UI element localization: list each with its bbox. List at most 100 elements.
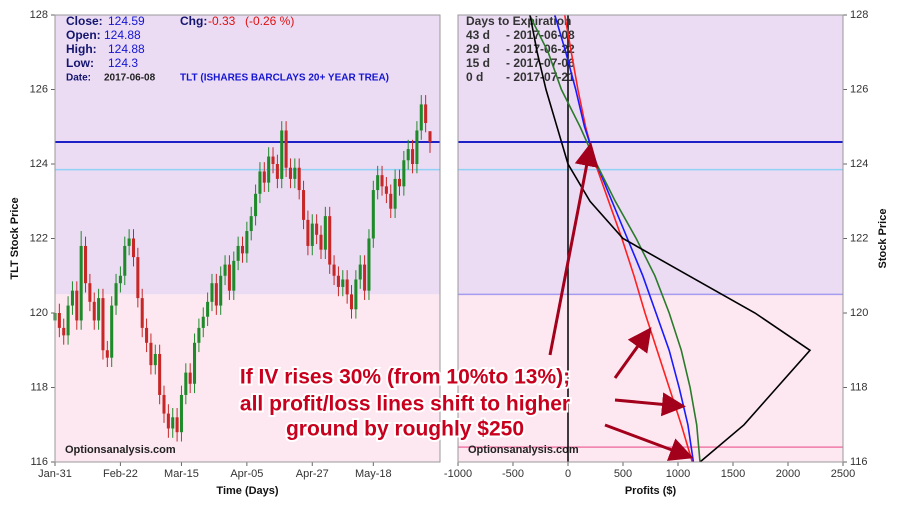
candle-body	[258, 171, 262, 194]
candle-body	[376, 175, 380, 191]
candle-body	[402, 160, 406, 187]
candle-body	[284, 130, 288, 168]
y-tick-label: 124	[30, 158, 48, 170]
candle-body	[223, 264, 227, 276]
legend-expiration: - 2017-06-22	[506, 42, 575, 56]
candle-body	[162, 394, 166, 414]
arrow	[548, 142, 599, 356]
x-tick-label: 2500	[831, 468, 855, 480]
candle-body	[319, 234, 323, 250]
candle-body	[297, 167, 301, 191]
candle-body	[75, 290, 79, 321]
x-tick-label: May-18	[355, 468, 392, 480]
candle-body	[341, 279, 345, 287]
candle-body	[188, 372, 192, 384]
candle-body	[363, 264, 367, 291]
x-tick-label: Feb-22	[103, 468, 138, 480]
profit-line	[563, 14, 694, 463]
x-tick-label: Jan-31	[38, 468, 72, 480]
x-axis-label: Time (Days)	[216, 485, 278, 497]
candle-body	[206, 301, 210, 317]
candle-body	[114, 283, 118, 306]
y-tick-label: 126	[30, 83, 48, 95]
candle-body	[227, 264, 231, 291]
candle-body	[92, 301, 96, 321]
arrow	[613, 327, 652, 379]
candle-body	[105, 350, 109, 358]
candle-body	[424, 104, 428, 124]
plot-border	[457, 14, 844, 463]
candle-body	[254, 193, 258, 217]
x-axis-label: Profits ($)	[625, 485, 677, 497]
profit-line	[554, 14, 695, 463]
candle-body	[367, 238, 371, 291]
candle-body	[306, 219, 310, 246]
zone	[55, 294, 440, 462]
candle-body	[389, 193, 393, 209]
y-tick-label: 122	[850, 232, 868, 244]
candle-body	[293, 167, 297, 179]
candle-body	[79, 245, 83, 321]
candle-body	[397, 178, 402, 187]
change-percent: (-0.26 %)	[245, 14, 294, 28]
candle-body	[328, 216, 332, 265]
candle-body	[214, 283, 218, 306]
candle-body	[384, 186, 388, 194]
low-value: 124.3	[108, 56, 138, 70]
close-label: Close:	[66, 14, 103, 28]
y-tick-label: 118	[850, 381, 868, 393]
candle-body	[411, 149, 415, 164]
y-axis-label: Stock Price	[877, 209, 889, 269]
candle-body	[110, 305, 114, 358]
y-tick-label: 118	[30, 381, 48, 393]
legend-expiration: - 2017-06-08	[506, 28, 575, 42]
candle-body	[380, 175, 384, 187]
x-tick-label: 1500	[721, 468, 745, 480]
annotation: If IV rises 30% (from 10%to 13%);	[240, 366, 570, 389]
candle-body	[158, 353, 162, 395]
candle-body	[415, 130, 419, 164]
candle-body	[332, 264, 336, 276]
y-tick-label: 126	[850, 83, 868, 95]
x-tick-label: -1000	[444, 468, 472, 480]
x-tick-label: 500	[614, 468, 632, 480]
candle-body	[171, 417, 175, 429]
candle-body	[131, 238, 136, 258]
y-tick-label: 122	[30, 232, 48, 244]
change-value: -0.33	[208, 14, 236, 28]
low-label: Low:	[66, 56, 94, 70]
plot-border	[54, 14, 441, 463]
close-value: 124.59	[108, 14, 145, 28]
candle-body	[193, 342, 197, 384]
candle-body	[232, 260, 236, 291]
candle-body	[149, 342, 153, 366]
candle-body	[358, 264, 362, 280]
candle-body	[153, 353, 157, 366]
zone	[458, 294, 843, 462]
candle-body	[275, 164, 279, 179]
candle-body	[83, 245, 88, 284]
candle-body	[184, 372, 188, 395]
candle-body	[323, 216, 327, 250]
open-value: 124.88	[104, 28, 141, 42]
candle-body	[419, 104, 423, 131]
candle-body	[345, 279, 349, 295]
y-axis-label: TLT Stock Price	[9, 197, 21, 279]
date-label: Date:	[66, 73, 91, 84]
candle-body	[123, 245, 127, 276]
candle-body	[288, 167, 292, 179]
candle-body	[145, 327, 149, 343]
y-tick-label: 128	[30, 9, 48, 21]
y-tick-label: 120	[850, 307, 868, 319]
candle-body	[271, 156, 275, 164]
candle-body	[97, 298, 101, 321]
legend-expiration: - 2017-07-21	[506, 70, 575, 84]
arrow	[604, 423, 694, 461]
watermark: Optionsanalysis.com	[65, 444, 176, 456]
x-tick-label: Mar-15	[164, 468, 199, 480]
y-tick-label: 120	[30, 307, 48, 319]
date-value: 2017-06-08	[104, 73, 156, 84]
change-label: Chg:	[180, 14, 207, 28]
open-label: Open:	[66, 28, 101, 42]
watermark: Optionsanalysis.com	[468, 444, 579, 456]
